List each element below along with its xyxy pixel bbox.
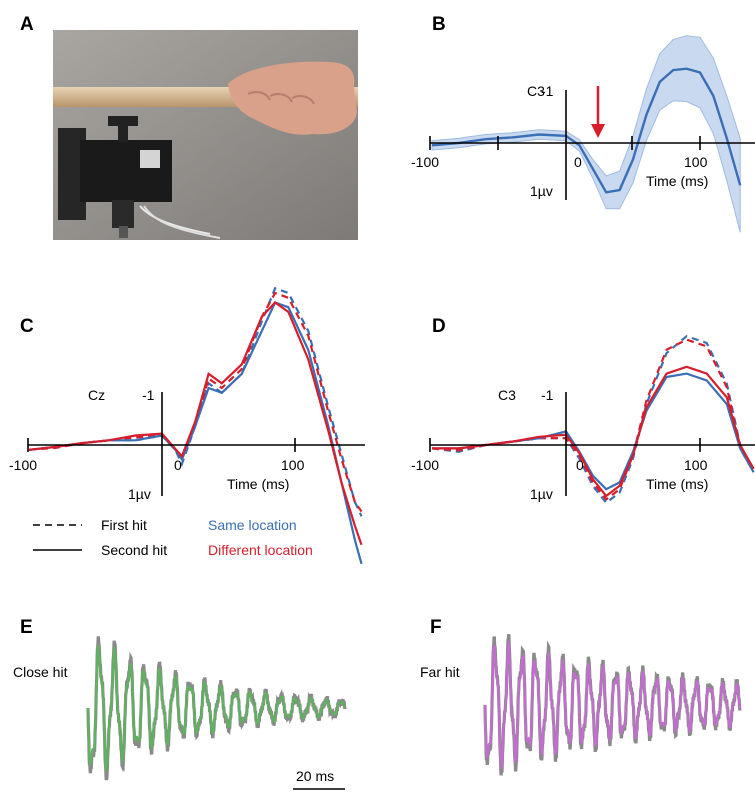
legend-second-hit: Second hit [101, 542, 167, 558]
panel-d-x-tick: 100 [684, 457, 708, 473]
legend-first-hit: First hit [101, 517, 147, 533]
panel-b-label: B [432, 14, 446, 35]
panel-c-x-tick: -100 [9, 457, 37, 473]
panel-c-x-tick: 0 [174, 457, 182, 473]
panel-d-erp-chart: C3 -1 1µv -100 0 100 Time (ms) [411, 334, 755, 505]
panel-c-series-first-same [28, 286, 363, 517]
panel-d-label: D [432, 316, 446, 337]
panel-f-label: F [430, 617, 442, 638]
panel-c-y-bottom-tick: 1µv [128, 486, 151, 502]
panel-b-erp-chart: C3 -1 1µv -100 0 100 Time (ms) [411, 35, 755, 233]
panel-c-channel: Cz [88, 387, 105, 403]
panel-b-xlabel: Time (ms) [646, 173, 708, 189]
panel-e-waveform [86, 636, 347, 781]
panel-b-confidence-band [431, 35, 741, 233]
panel-e-waveform-mean [86, 643, 347, 772]
panel-d-y-top-tick: -1 [541, 387, 554, 403]
panel-a-label: A [20, 14, 34, 35]
panel-b-x-tick: -100 [411, 154, 439, 170]
photo-hammer-stick [53, 30, 358, 240]
panel-b-mean-line [431, 67, 742, 194]
panel-d-xlabel: Time (ms) [646, 476, 708, 492]
panel-b-x-tick: 100 [684, 154, 708, 170]
panel-b-channel: C3 [527, 83, 545, 99]
panel-c-erp-chart: Cz -1 1µv -100 0 100 Time (ms) [9, 286, 365, 565]
red-arrow-icon [591, 86, 605, 138]
panel-c-x-tick: 100 [281, 457, 305, 473]
panel-d-x-tick: 0 [576, 457, 584, 473]
panel-d-series-second-different [432, 365, 755, 498]
panel-e-label: E [20, 617, 33, 638]
legend-same-location: Same location [208, 517, 297, 533]
panel-e-title: Close hit [13, 664, 68, 680]
panel-f-title: Far hit [420, 664, 460, 680]
panel-b-y-bottom-tick: 1µv [530, 183, 553, 199]
legend: First hit Second hit Same location Diffe… [33, 517, 313, 558]
panel-c-plot [28, 286, 363, 565]
panel-c-label: C [20, 316, 34, 337]
panel-c-series-first-different [28, 291, 363, 513]
panel-d-plot [431, 334, 755, 505]
panel-c-xlabel: Time (ms) [227, 476, 289, 492]
panel-d-channel: C3 [498, 387, 516, 403]
panel-b-plot [431, 35, 742, 233]
panel-b-y-top-tick: -1 [541, 83, 554, 99]
panel-b-x-tick: 0 [574, 154, 582, 170]
scale-bar-label: 20 ms [296, 768, 334, 784]
panel-f-waveform [483, 634, 742, 776]
panel-f-waveform-mean [483, 639, 742, 772]
panel-d-y-bottom-tick: 1µv [530, 486, 553, 502]
panel-c-y-top-tick: -1 [142, 387, 155, 403]
panel-d-x-tick: -100 [411, 457, 439, 473]
panel-c-series-second-different [28, 301, 363, 546]
legend-different-location: Different location [208, 542, 313, 558]
